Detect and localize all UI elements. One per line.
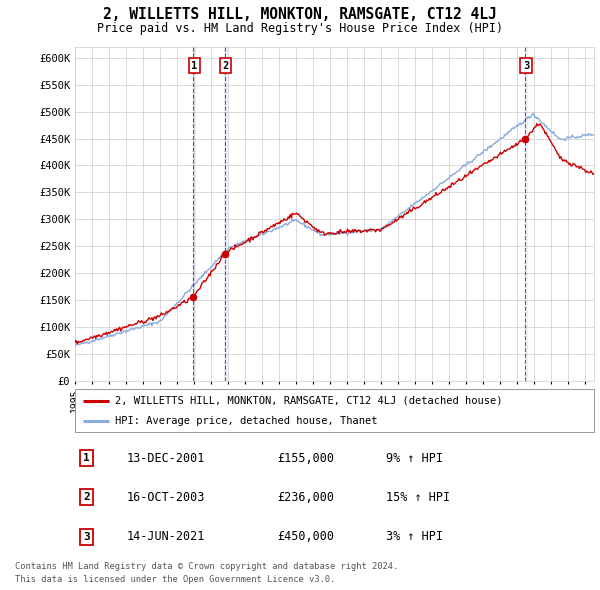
Text: 2, WILLETTS HILL, MONKTON, RAMSGATE, CT12 4LJ: 2, WILLETTS HILL, MONKTON, RAMSGATE, CT1… — [103, 7, 497, 22]
Text: 3% ↑ HPI: 3% ↑ HPI — [386, 530, 443, 543]
Text: 15% ↑ HPI: 15% ↑ HPI — [386, 490, 451, 504]
Text: HPI: Average price, detached house, Thanet: HPI: Average price, detached house, Than… — [115, 417, 378, 426]
Text: 1: 1 — [191, 61, 197, 71]
Text: £155,000: £155,000 — [277, 452, 334, 465]
Text: 2, WILLETTS HILL, MONKTON, RAMSGATE, CT12 4LJ (detached house): 2, WILLETTS HILL, MONKTON, RAMSGATE, CT1… — [115, 396, 503, 406]
Bar — [193, 47, 196, 381]
Text: 14-JUN-2021: 14-JUN-2021 — [127, 530, 205, 543]
Text: 16-OCT-2003: 16-OCT-2003 — [127, 490, 205, 504]
Text: Price paid vs. HM Land Registry's House Price Index (HPI): Price paid vs. HM Land Registry's House … — [97, 22, 503, 35]
Text: 3: 3 — [83, 532, 90, 542]
Text: £236,000: £236,000 — [277, 490, 334, 504]
Bar — [224, 47, 227, 381]
Text: 13-DEC-2001: 13-DEC-2001 — [127, 452, 205, 465]
Text: This data is licensed under the Open Government Licence v3.0.: This data is licensed under the Open Gov… — [15, 575, 335, 584]
Text: 3: 3 — [523, 61, 529, 71]
Bar — [525, 47, 528, 381]
Text: £450,000: £450,000 — [277, 530, 334, 543]
Text: 1: 1 — [83, 453, 90, 463]
Text: 2: 2 — [223, 61, 229, 71]
Text: 9% ↑ HPI: 9% ↑ HPI — [386, 452, 443, 465]
Text: Contains HM Land Registry data © Crown copyright and database right 2024.: Contains HM Land Registry data © Crown c… — [15, 562, 398, 571]
Text: 2: 2 — [83, 492, 90, 502]
